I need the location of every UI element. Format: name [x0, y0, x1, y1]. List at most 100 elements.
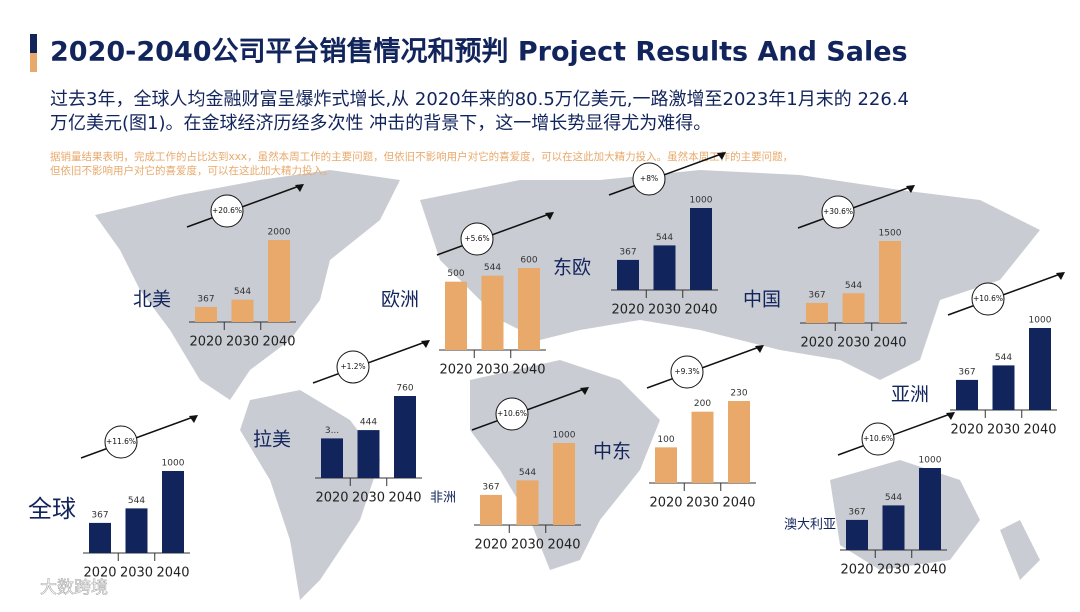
region-label: 全球: [28, 495, 76, 523]
bar: [617, 259, 639, 290]
growth-badge: [861, 422, 895, 456]
bar: [195, 306, 217, 322]
growth-arrow: [436, 212, 553, 256]
growth-arrow: [837, 412, 954, 456]
x-tick-label: 2040: [262, 335, 295, 350]
growth-badge: [336, 350, 370, 384]
title-accent-top: [30, 34, 37, 53]
growth-label: +10.6%: [863, 434, 893, 443]
value-label: 367: [91, 510, 108, 520]
growth-arrow: [471, 387, 588, 431]
growth-arrow: [797, 185, 914, 229]
growth-badge: [632, 162, 666, 196]
x-tick-label: 2030: [352, 491, 385, 506]
x-tick-label: 2040: [913, 563, 946, 578]
x-tick-label: 2040: [156, 566, 189, 581]
value-label: 544: [656, 233, 673, 243]
value-label: 367: [482, 482, 499, 492]
region-label: 欧洲: [381, 289, 419, 311]
value-label: 367: [197, 294, 214, 304]
growth-label: +10.6%: [973, 294, 1003, 303]
title: 2020-2040公司平台销售情况和预判 Project Results And…: [50, 36, 908, 68]
arrow-head: [717, 152, 726, 160]
growth-arrow: [608, 152, 725, 196]
value-label: 544: [995, 353, 1012, 363]
value-label: 1000: [162, 459, 185, 469]
x-tick-label: 2030: [476, 363, 509, 378]
bar: [992, 365, 1015, 410]
bar: [516, 480, 539, 525]
bar: [268, 240, 290, 322]
growth-badge: [460, 222, 494, 256]
growth-label: +30.6%: [823, 207, 853, 216]
x-tick-label: 2020: [800, 336, 833, 351]
value-label: 500: [447, 269, 464, 279]
growth-arrow: [80, 415, 197, 459]
note-line: 但依旧不影响用户对它的喜爱度，可以在这此加大精力投入。: [50, 164, 334, 177]
x-tick-label: 2020: [840, 563, 873, 578]
value-label: 367: [808, 290, 825, 300]
growth-arrow: [947, 272, 1064, 316]
x-tick-label: 2030: [120, 566, 153, 581]
x-tick-label: 2020: [474, 538, 507, 553]
value-label: 1000: [553, 431, 576, 441]
growth-label: +1.2%: [340, 362, 365, 371]
arrow-head: [1056, 272, 1065, 280]
bar: [481, 275, 504, 350]
world-map: [95, 170, 1040, 600]
watermark: 大数跨境: [40, 578, 108, 598]
bar: [882, 505, 905, 550]
arrow-head: [189, 415, 198, 423]
value-label: 1500: [879, 229, 902, 239]
x-tick-label: 2030: [987, 423, 1020, 438]
bar: [653, 245, 676, 290]
growth-arrow: [312, 340, 429, 384]
value-label: 1000: [919, 456, 942, 466]
value-label: 760: [396, 384, 413, 394]
value-label: 1000: [690, 196, 713, 206]
value-label: 544: [234, 287, 251, 297]
value-label: 1000: [1029, 316, 1052, 326]
x-tick-label: 2030: [837, 336, 870, 351]
x-tick-label: 2040: [722, 496, 755, 511]
arrow-head: [755, 345, 764, 353]
bar: [655, 447, 677, 483]
growth-badge: [210, 194, 244, 228]
region-label: 北美: [133, 289, 171, 311]
x-tick-label: 2020: [950, 423, 983, 438]
x-tick-label: 2030: [686, 496, 719, 511]
x-tick-label: 2030: [648, 303, 681, 318]
intro-line: 万亿美元(图1)。在金球经济历经多次性 冲击的背景下，这一增长势显得尤为难得。: [50, 113, 711, 134]
bar: [125, 508, 148, 553]
growth-badge: [971, 282, 1005, 316]
bar: [321, 438, 343, 478]
value-label: 544: [128, 496, 145, 506]
bar: [162, 471, 184, 553]
growth-label: +10.6%: [497, 409, 527, 418]
title-accent-bottom: [30, 53, 37, 72]
region-label: 东欧: [553, 257, 591, 279]
bar: [691, 411, 714, 483]
growth-label: +11.6%: [106, 437, 136, 446]
arrow-head: [421, 340, 430, 348]
bar: [842, 293, 865, 323]
bar: [956, 379, 978, 410]
arrow-head: [906, 185, 915, 193]
x-tick-label: 2030: [877, 563, 910, 578]
growth-label: +20.6%: [212, 206, 242, 215]
region-label: 亚洲: [891, 384, 929, 406]
bar: [806, 302, 828, 323]
growth-badge: [670, 355, 704, 389]
x-tick-label: 2020: [83, 566, 116, 581]
value-label: 230: [730, 389, 747, 399]
x-tick-label: 2030: [226, 335, 259, 350]
growth-label: +5.6%: [464, 234, 489, 243]
value-label: 3...: [325, 426, 339, 436]
value-label: 367: [958, 367, 975, 377]
value-label: 444: [360, 418, 377, 428]
bar: [518, 268, 540, 350]
growth-label: +8%: [640, 174, 658, 183]
growth-label: +9.3%: [674, 367, 699, 376]
arrow-head: [946, 412, 955, 420]
